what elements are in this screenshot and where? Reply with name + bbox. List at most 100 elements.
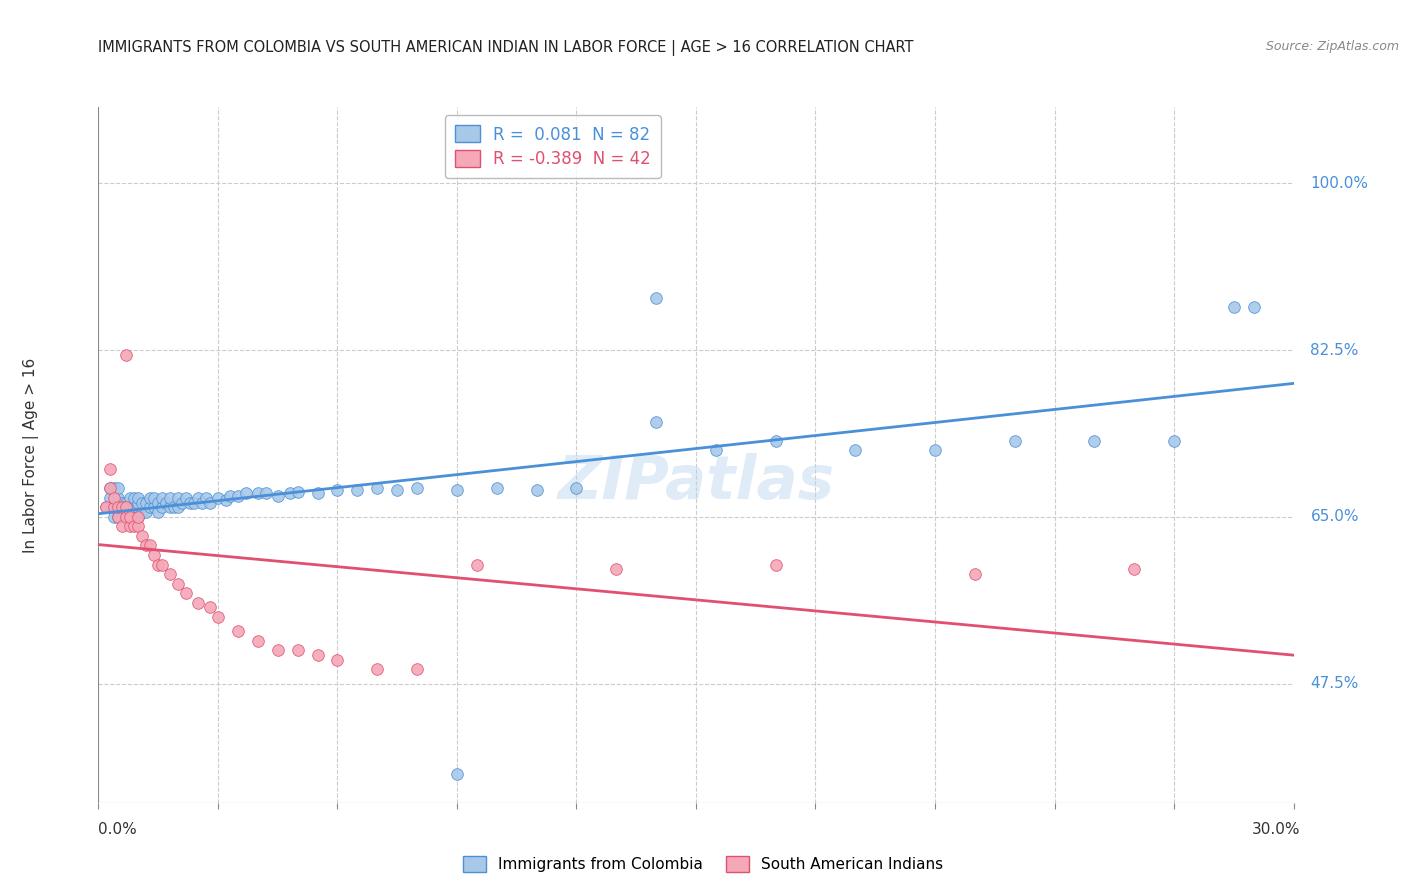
- Legend: Immigrants from Colombia, South American Indians: Immigrants from Colombia, South American…: [456, 848, 950, 880]
- Point: [107, 500, 129, 515]
- Point: [150, 491, 173, 505]
- Point: [115, 348, 138, 362]
- Text: Source: ZipAtlas.com: Source: ZipAtlas.com: [1265, 40, 1399, 54]
- Point: [406, 481, 429, 495]
- Legend: R =  0.081  N = 82, R = -0.389  N = 42: R = 0.081 N = 82, R = -0.389 N = 42: [444, 115, 661, 178]
- Point: [187, 491, 209, 505]
- Point: [246, 486, 269, 500]
- Point: [526, 483, 548, 498]
- Point: [307, 486, 329, 500]
- Point: [127, 491, 149, 505]
- Point: [96, 500, 118, 515]
- Point: [96, 500, 118, 515]
- Point: [159, 491, 181, 505]
- Point: [135, 505, 157, 519]
- Point: [120, 500, 142, 515]
- Text: IMMIGRANTS FROM COLOMBIA VS SOUTH AMERICAN INDIAN IN LABOR FORCE | AGE > 16 CORR: IMMIGRANTS FROM COLOMBIA VS SOUTH AMERIC…: [98, 40, 914, 56]
- Point: [103, 509, 125, 524]
- Point: [326, 653, 349, 667]
- Point: [1243, 300, 1265, 314]
- Point: [406, 662, 429, 676]
- Point: [1123, 562, 1146, 576]
- Point: [307, 648, 329, 662]
- Point: [174, 586, 197, 600]
- Point: [278, 486, 301, 500]
- Point: [1163, 434, 1185, 448]
- Point: [139, 539, 162, 553]
- Point: [131, 505, 153, 519]
- Point: [287, 485, 309, 500]
- Point: [326, 483, 349, 498]
- Point: [107, 509, 129, 524]
- Point: [246, 633, 269, 648]
- Point: [645, 291, 668, 305]
- Point: [103, 500, 125, 515]
- Point: [704, 443, 727, 458]
- Point: [127, 519, 149, 533]
- Text: In Labor Force | Age > 16: In Labor Force | Age > 16: [22, 358, 39, 552]
- Point: [148, 558, 170, 572]
- Point: [485, 481, 508, 495]
- Point: [98, 462, 122, 476]
- Point: [131, 529, 153, 543]
- Point: [155, 495, 177, 509]
- Point: [135, 495, 157, 509]
- Point: [167, 491, 190, 505]
- Point: [107, 500, 129, 515]
- Point: [111, 505, 134, 519]
- Point: [150, 500, 173, 515]
- Text: 47.5%: 47.5%: [1310, 676, 1358, 691]
- Point: [103, 491, 125, 505]
- Point: [844, 443, 866, 458]
- Point: [172, 495, 194, 509]
- Point: [254, 486, 277, 500]
- Point: [135, 539, 157, 553]
- Point: [346, 483, 368, 498]
- Point: [235, 486, 257, 500]
- Point: [198, 495, 221, 509]
- Point: [143, 491, 166, 505]
- Text: 30.0%: 30.0%: [1253, 822, 1301, 837]
- Point: [1222, 300, 1246, 314]
- Point: [98, 491, 122, 505]
- Point: [167, 576, 190, 591]
- Text: 100.0%: 100.0%: [1310, 176, 1368, 191]
- Point: [207, 610, 229, 624]
- Point: [183, 495, 205, 509]
- Text: ZIPatlas: ZIPatlas: [557, 453, 835, 512]
- Point: [124, 500, 146, 515]
- Point: [765, 558, 787, 572]
- Point: [226, 624, 249, 639]
- Point: [103, 481, 125, 495]
- Text: 82.5%: 82.5%: [1310, 343, 1358, 358]
- Point: [645, 415, 668, 429]
- Point: [287, 643, 309, 657]
- Point: [191, 495, 214, 509]
- Point: [98, 481, 122, 495]
- Point: [120, 519, 142, 533]
- Point: [107, 491, 129, 505]
- Point: [226, 489, 249, 503]
- Point: [120, 509, 142, 524]
- Point: [98, 481, 122, 495]
- Point: [366, 481, 388, 495]
- Point: [120, 509, 142, 524]
- Point: [124, 491, 146, 505]
- Point: [446, 483, 468, 498]
- Point: [111, 500, 134, 515]
- Point: [124, 519, 146, 533]
- Point: [174, 491, 197, 505]
- Point: [148, 495, 170, 509]
- Point: [198, 600, 221, 615]
- Point: [107, 481, 129, 495]
- Point: [446, 767, 468, 781]
- Point: [127, 500, 149, 515]
- Point: [148, 505, 170, 519]
- Point: [115, 500, 138, 515]
- Point: [124, 509, 146, 524]
- Point: [924, 443, 946, 458]
- Point: [120, 491, 142, 505]
- Point: [103, 500, 125, 515]
- Point: [111, 495, 134, 509]
- Point: [115, 509, 138, 524]
